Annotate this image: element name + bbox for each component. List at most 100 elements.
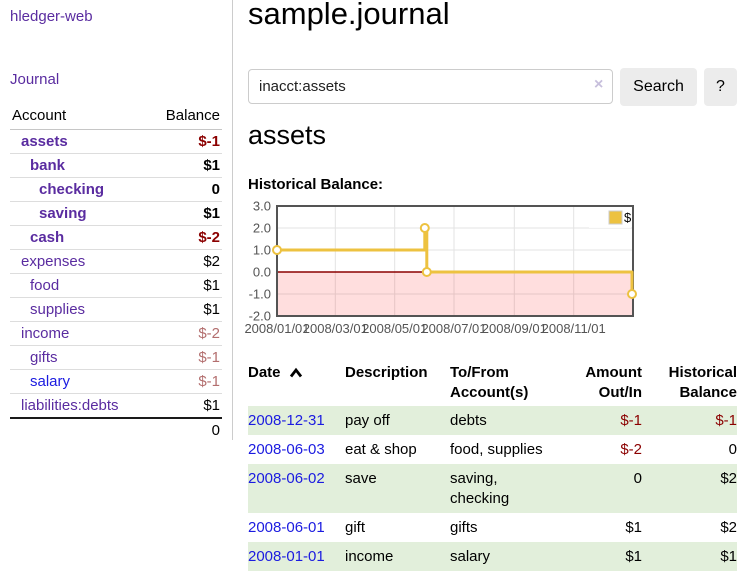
register-description-cell: pay off — [345, 406, 450, 435]
register-accounts-cell: saving, checking — [450, 464, 562, 513]
account-row: supplies $1 — [10, 297, 222, 322]
register-row: 2008-12-31 pay off debts $-1 $-1 — [248, 406, 737, 435]
account-row: expenses $2 — [10, 249, 222, 274]
svg-text:2.0: 2.0 — [253, 221, 271, 236]
accounts-total-spacer — [10, 417, 148, 442]
svg-text:2008/01/01: 2008/01/01 — [244, 321, 309, 336]
svg-text:$: $ — [624, 210, 632, 225]
register-date-cell: 2008-06-03 — [248, 435, 345, 464]
account-link[interactable]: gifts — [30, 349, 58, 366]
account-balance: $-1 — [147, 129, 222, 154]
account-link[interactable]: assets — [21, 133, 68, 150]
svg-text:2008/07/01: 2008/07/01 — [421, 321, 486, 336]
search-form: × Search ? — [248, 68, 742, 106]
register-col-header-historical-balance: Historical Balance — [668, 364, 737, 401]
register-date-link[interactable]: 2008-06-03 — [248, 441, 325, 458]
account-row: bank $1 — [10, 153, 222, 178]
register-amount-cell: 0 — [562, 464, 642, 513]
account-balance: $1 — [147, 201, 222, 226]
register-amount-cell: $-1 — [562, 406, 642, 435]
account-link[interactable]: food — [30, 277, 60, 294]
register-row: 2008-06-03 eat & shop food, supplies $-2 0 — [248, 435, 737, 464]
svg-text:2008/05/01: 2008/05/01 — [362, 321, 427, 336]
account-link[interactable]: checking — [39, 181, 105, 198]
register-balance-cell: $2 — [642, 464, 737, 513]
sidebar: hledger-web Journal Account Balance asse… — [0, 0, 233, 442]
register-date-link[interactable]: 2008-06-01 — [248, 519, 325, 536]
account-balance: $2 — [147, 249, 222, 274]
register-balance-cell: 0 — [728, 441, 737, 458]
account-balance: $1 — [147, 153, 222, 178]
register-date-cell: 2008-06-01 — [248, 513, 345, 542]
register-description-cell: income — [345, 542, 450, 571]
account-balance: $-1 — [147, 369, 222, 394]
search-button[interactable]: Search — [620, 68, 697, 106]
register-date-cell: 2008-12-31 — [248, 406, 345, 435]
register-accounts-cell: gifts — [450, 519, 478, 536]
account-link[interactable]: bank — [30, 157, 66, 174]
svg-text:2008/09/01: 2008/09/01 — [482, 321, 547, 336]
account-row: liabilities:debts $1 — [10, 393, 222, 419]
account-link[interactable]: salary — [30, 373, 71, 390]
accounts-total-balance: 0 — [147, 417, 222, 442]
svg-text:2008/11/01: 2008/11/01 — [542, 321, 606, 336]
register-col-header-amount-out-in: Amount Out/In — [585, 364, 642, 401]
account-row: salary $-1 — [10, 369, 222, 394]
svg-text:1.0: 1.0 — [253, 243, 271, 258]
register-balance-cell: $-1 — [642, 406, 737, 435]
account-name-cell: checking — [10, 177, 148, 202]
sort-ascending-icon — [289, 367, 302, 378]
sidebar-item-journal[interactable]: Journal — [10, 71, 60, 88]
register-amount-cell: $1 — [562, 542, 642, 571]
account-row: checking 0 — [10, 177, 222, 202]
accounts-header-row: Account Balance — [10, 104, 222, 130]
register-date-link[interactable]: 2008-12-31 — [248, 412, 325, 429]
account-title: assets — [248, 120, 327, 150]
account-name-cell: bank — [10, 153, 148, 178]
svg-text:3.0: 3.0 — [253, 199, 271, 214]
account-name-cell: saving — [10, 201, 148, 226]
register-balance-cell: $2 — [720, 519, 737, 536]
account-name-cell: income — [10, 321, 148, 346]
register-balance-cell: $1 — [642, 542, 737, 571]
main-content: sample.journal × Search ? assets Histori… — [244, 0, 742, 582]
register-amount-cell: $1 — [625, 519, 642, 536]
account-balance: $1 — [147, 273, 222, 298]
register-date-link[interactable]: 2008-01-01 — [248, 548, 325, 565]
account-balance: $-2 — [147, 321, 222, 346]
account-link[interactable]: liabilities:debts — [21, 397, 119, 414]
register-accounts-cell: food, supplies — [450, 441, 543, 458]
register-col-header-to-from-account-s-: To/From Account(s) — [450, 364, 529, 401]
svg-text:0.0: 0.0 — [253, 265, 271, 280]
register-description-cell: eat & shop — [345, 441, 417, 458]
account-link[interactable]: saving — [39, 205, 87, 222]
account-name-cell: assets — [10, 129, 148, 154]
register-accounts-cell: salary — [450, 542, 562, 571]
svg-text:-1.0: -1.0 — [249, 287, 271, 302]
register-row: 2008-06-02 save saving, checking 0 $2 — [248, 464, 737, 513]
svg-text:2008/03/01: 2008/03/01 — [303, 321, 368, 336]
account-link[interactable]: income — [21, 325, 70, 342]
account-name-cell: supplies — [10, 297, 148, 322]
account-balance: $1 — [147, 393, 222, 419]
app-brand-link[interactable]: hledger-web — [10, 8, 93, 25]
account-link[interactable]: expenses — [21, 253, 86, 270]
search-input[interactable] — [248, 69, 613, 104]
register-col-header-date[interactable]: Date — [248, 360, 345, 406]
account-balance: 0 — [147, 177, 222, 202]
register-date-link[interactable]: 2008-06-02 — [248, 470, 325, 487]
register-description-cell: gift — [345, 519, 366, 536]
account-link[interactable]: cash — [30, 229, 65, 246]
register-description-cell: save — [345, 464, 450, 513]
page-title: sample.journal — [248, 0, 450, 31]
historical-balance-chart: $3.0 2.0 1.0 0.0 -1.0 -2.0 2008/01/01 2008/03/0… — [244, 199, 640, 340]
clear-search-icon[interactable]: × — [594, 76, 604, 93]
account-link[interactable]: supplies — [30, 301, 86, 318]
register-date-cell: 2008-06-02 — [248, 464, 345, 513]
register-row: 2008-01-01 income salary $1 $1 — [248, 542, 737, 571]
accounts-tree-table: Account Balance assets $-1 bank $1 checking 0… — [10, 104, 222, 442]
account-row: cash $-2 — [10, 225, 222, 250]
help-button[interactable]: ? — [704, 68, 737, 106]
register-table: Date Description To/From Account(s) Amount… — [248, 360, 737, 571]
account-name-cell: gifts — [10, 345, 148, 370]
